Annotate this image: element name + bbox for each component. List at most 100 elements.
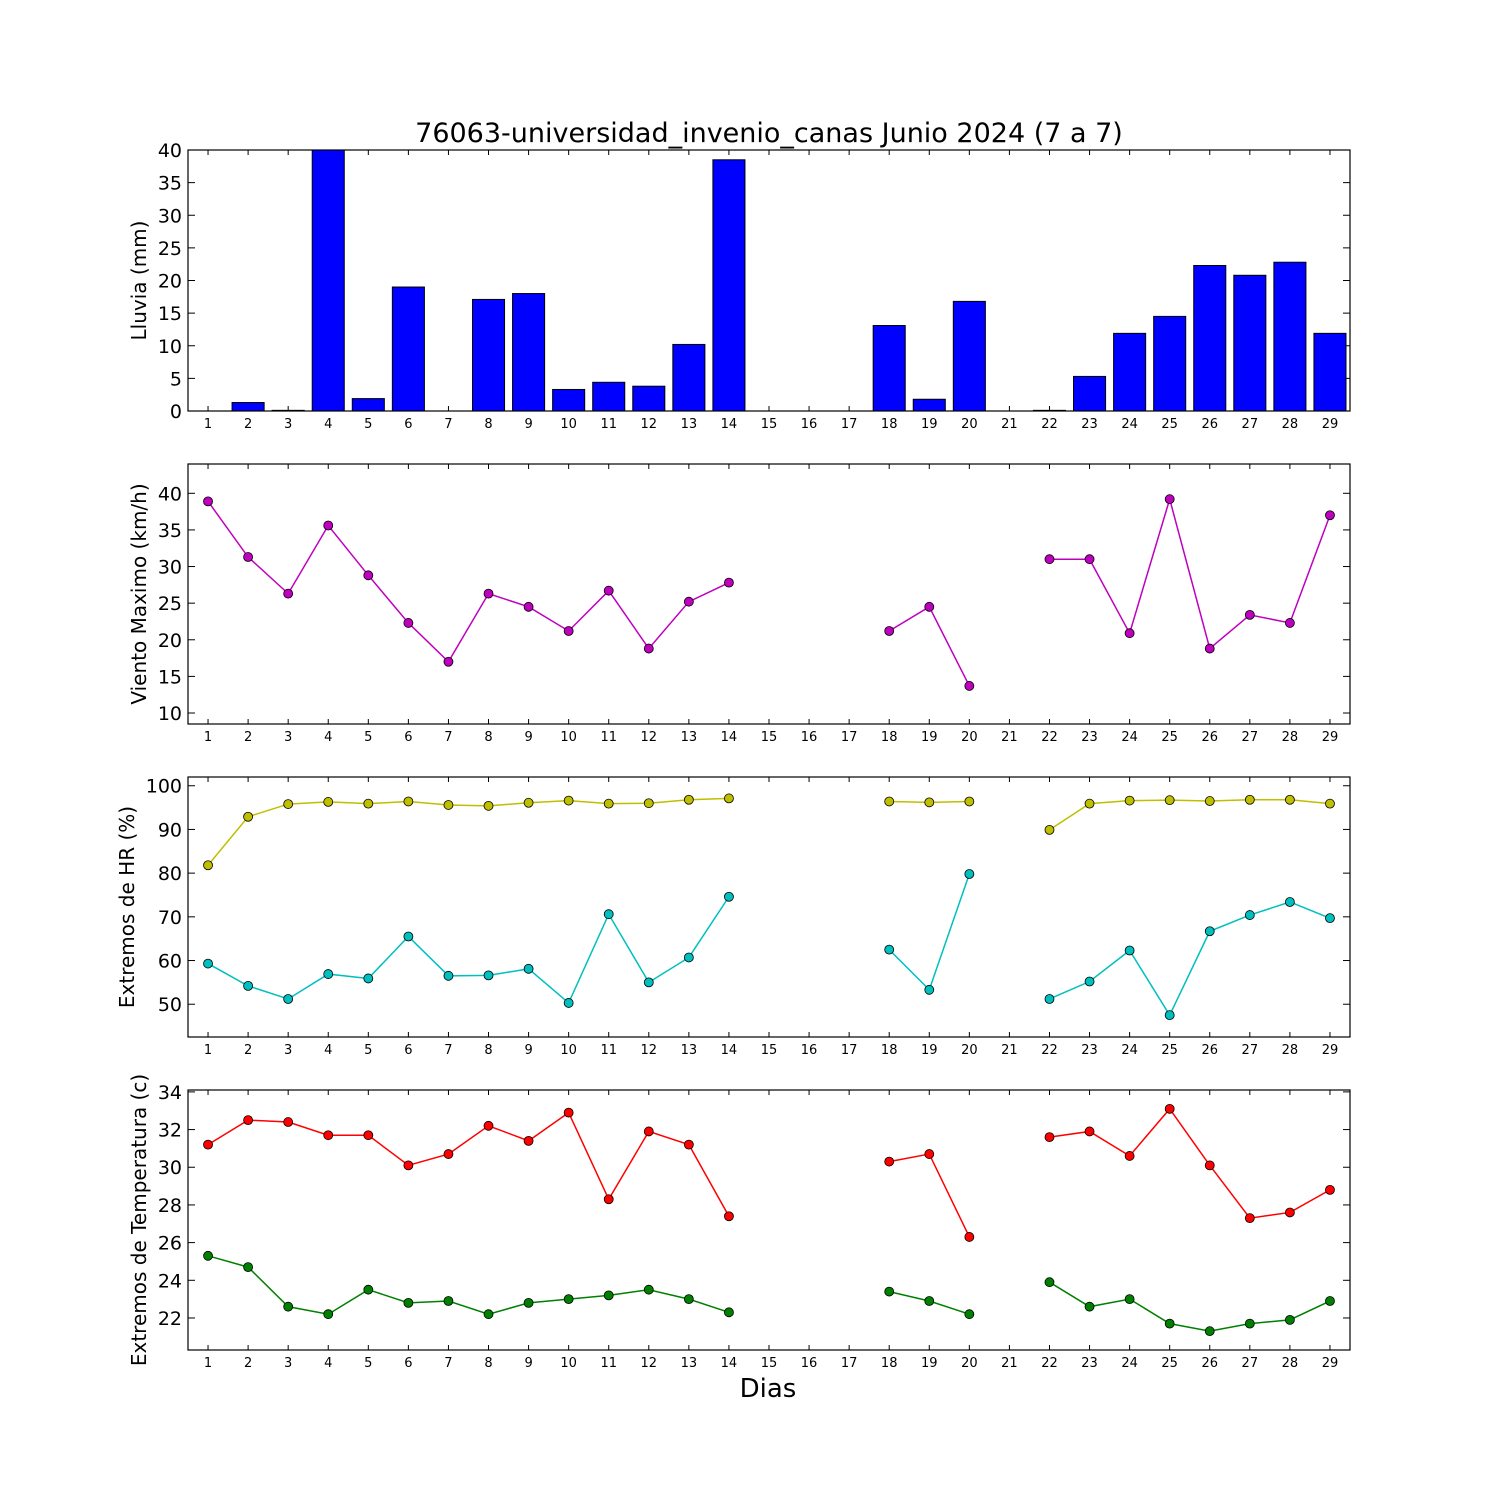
temp-max-point [483, 1120, 494, 1131]
x-tick-label: 13 [681, 1356, 698, 1371]
x-tick-label: 25 [1161, 417, 1178, 432]
temp-max-point [683, 1139, 694, 1150]
x-tick-label: 5 [364, 417, 372, 432]
x-tick-label: 21 [1001, 417, 1018, 432]
y-tick-label: 30 [158, 205, 182, 227]
x-tick-label: 11 [600, 1043, 617, 1058]
x-tick-label: 26 [1201, 1043, 1218, 1058]
y-tick-label: 32 [158, 1120, 182, 1142]
hr-min-point [1244, 910, 1255, 920]
y-axis-label: Extremos de Temperatura (c) [127, 1074, 151, 1366]
wind-point [884, 626, 895, 636]
wind-point [283, 588, 294, 599]
x-tick-label: 26 [1201, 1356, 1218, 1371]
temp-max-point [724, 1211, 734, 1222]
x-tick-label: 18 [881, 1043, 898, 1058]
temp-max-point [323, 1130, 334, 1141]
hr-min-point [884, 944, 895, 955]
x-tick-label: 19 [921, 1043, 938, 1058]
rain-bar [311, 149, 345, 412]
series-line [207, 896, 730, 1005]
y-tick-label: 26 [158, 1233, 182, 1255]
x-tick-label: 17 [841, 1356, 858, 1371]
y-axis-label: Lluvia (mm) [127, 221, 151, 341]
x-tick-label: 22 [1041, 417, 1058, 432]
y-tick-label: 30 [158, 1157, 182, 1179]
rain-bar [1113, 332, 1147, 412]
x-tick-label: 16 [801, 1043, 818, 1058]
hr-max-point [443, 800, 454, 810]
wind-point [1325, 510, 1335, 521]
x-tick-label: 9 [524, 1043, 532, 1058]
hr-min-point [243, 980, 254, 991]
hr-max-point [683, 794, 694, 805]
hr-max-point [563, 795, 574, 806]
rain-bar [552, 388, 586, 412]
temp-max-point [643, 1126, 654, 1137]
x-tick-label: 9 [524, 417, 532, 432]
temp-min-point [203, 1250, 213, 1261]
x-tick-label: 1 [204, 1356, 212, 1371]
temp-max-point [924, 1149, 935, 1159]
x-tick-label: 16 [801, 1356, 818, 1371]
x-tick-label: 17 [841, 730, 858, 745]
hr-min-point [323, 969, 334, 979]
hr-min-point [1124, 945, 1135, 956]
x-tick-label: 9 [524, 730, 532, 745]
x-tick-label: 6 [404, 1043, 412, 1058]
temp-min-point [483, 1309, 494, 1320]
wind-point [563, 626, 574, 636]
x-tick-label: 18 [881, 1356, 898, 1371]
hr-min-point [603, 909, 614, 920]
y-tick-label: 60 [158, 951, 182, 973]
hr-max-point [363, 798, 374, 809]
temp-max-point [1325, 1184, 1335, 1195]
rain-bar [1313, 332, 1347, 412]
x-tick-label: 20 [961, 417, 978, 432]
rain-bar [1153, 315, 1187, 412]
y-tick-label: 25 [158, 238, 182, 260]
x-tick-label: 3 [284, 1043, 292, 1058]
rain-bar [1073, 375, 1107, 412]
hr-max-point [1164, 795, 1175, 806]
x-tick-label: 24 [1121, 1043, 1138, 1058]
hr-min-point [1164, 1010, 1175, 1021]
x-tick-label: 11 [600, 417, 617, 432]
hr-min-point [483, 970, 494, 981]
hr-max-point [283, 799, 294, 809]
x-tick-label: 17 [841, 417, 858, 432]
hr-min-point [924, 984, 935, 995]
x-tick-label: 28 [1282, 1043, 1299, 1058]
hr-max-point [724, 793, 734, 804]
x-tick-label: 22 [1041, 1356, 1058, 1371]
x-tick-label: 12 [641, 730, 658, 745]
plot-frame [187, 463, 1351, 725]
hr-max-point [203, 860, 213, 871]
x-tick-label: 24 [1121, 417, 1138, 432]
x-tick-label: 20 [961, 1043, 978, 1058]
hr-max-point [1244, 794, 1255, 805]
y-tick-label: 25 [158, 593, 182, 615]
wind-point [1204, 643, 1215, 654]
temp-max-point [443, 1149, 454, 1159]
temp-min-point [1325, 1296, 1335, 1306]
x-tick-label: 2 [244, 417, 252, 432]
x-tick-label: 8 [484, 1043, 492, 1058]
x-tick-label: 21 [1001, 730, 1018, 745]
x-tick-label: 20 [961, 1356, 978, 1371]
temp-min-point [1244, 1318, 1255, 1329]
x-tick-label: 29 [1322, 730, 1339, 745]
y-tick-label: 40 [158, 483, 182, 505]
series-line [207, 1111, 730, 1217]
hr-max-point [964, 796, 975, 807]
y-axis-label: Viento Maximo (km/h) [127, 483, 151, 704]
rain-bar [471, 298, 506, 412]
hr-max-point [483, 800, 494, 811]
x-tick-label: 4 [324, 1043, 332, 1058]
y-tick-label: 10 [158, 703, 182, 725]
y-tick-label: 15 [158, 303, 182, 325]
x-tick-label: 12 [641, 417, 658, 432]
x-tick-label: 13 [681, 1043, 698, 1058]
x-tick-label: 10 [560, 730, 577, 745]
